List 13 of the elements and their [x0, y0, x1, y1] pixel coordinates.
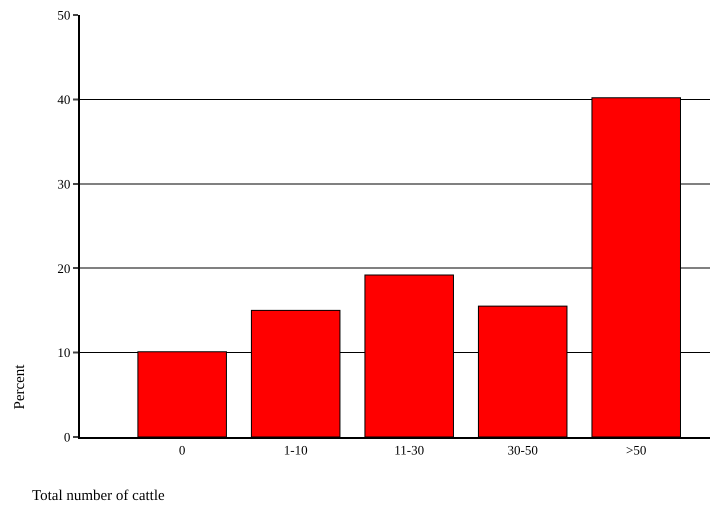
- x-tick-label: >50: [626, 442, 646, 458]
- x-tick-label: 30-50: [508, 442, 538, 458]
- x-tick-label: 0: [178, 442, 186, 458]
- y-axis-title: Percent: [12, 364, 28, 410]
- y-tick-label: 10: [57, 345, 70, 360]
- y-tick-label: 0: [64, 430, 70, 445]
- y-tick-label: 40: [57, 92, 70, 107]
- y-tick-label: 20: [57, 260, 70, 276]
- x-tick-label: 11-30: [394, 442, 424, 458]
- x-tick-label: 1-10: [284, 442, 308, 458]
- y-tick-label: 30: [57, 176, 70, 192]
- x-axis-title: Total number of cattle: [32, 488, 165, 504]
- y-tick-label: 50: [57, 8, 70, 23]
